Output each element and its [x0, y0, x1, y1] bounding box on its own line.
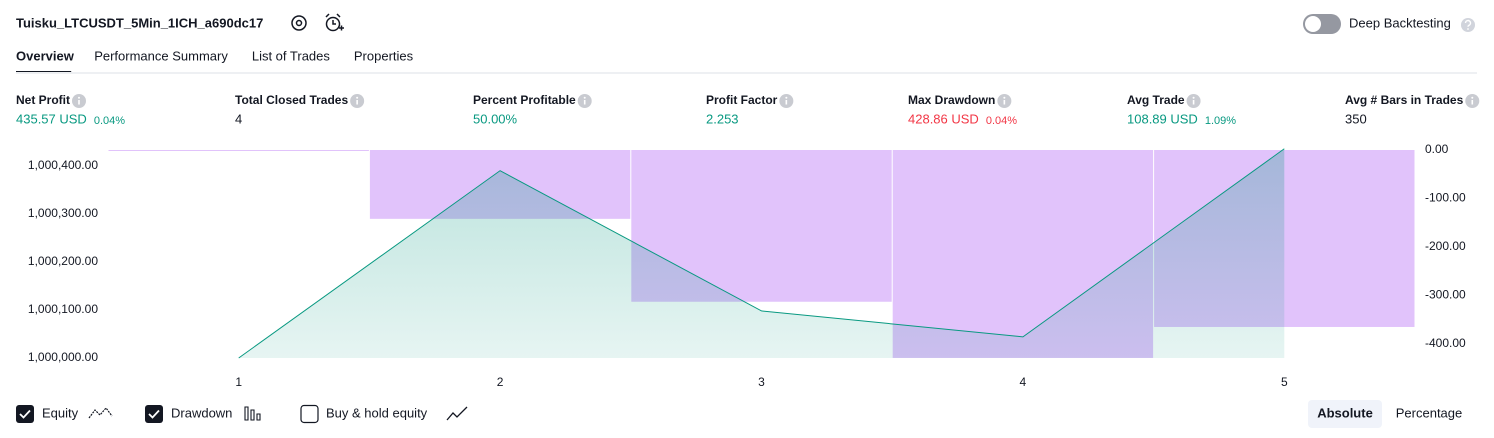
drawdown-icon	[244, 406, 261, 421]
settings-icon[interactable]	[291, 15, 307, 31]
info-icon-glyph	[1003, 100, 1006, 105]
y2-tick-label: -200.00	[1425, 239, 1466, 253]
info-icon-glyph	[356, 100, 358, 105]
metrics: Net Profit 435.57 USD 0.04% Total Closed Tr…	[16, 93, 1480, 127]
metric-label: Percent Profitable	[473, 93, 576, 107]
alert-icon[interactable]	[325, 13, 344, 32]
drawdown-toggle[interactable]	[145, 405, 163, 423]
metric-value: 50.00%	[473, 111, 518, 126]
y2-tick-label: -100.00	[1425, 191, 1466, 205]
info-icon-glyph	[785, 100, 788, 105]
deep-backtesting-label: Deep Backtesting	[1349, 15, 1451, 30]
metric-value: 4	[235, 111, 242, 126]
deep-backtesting-toggle[interactable]	[1303, 14, 1341, 34]
y2-tick-label: -300.00	[1425, 288, 1466, 302]
info-icon-dot	[1192, 96, 1195, 99]
metric-percent: 1.09%	[1205, 115, 1236, 127]
buy-hold-toggle[interactable]	[300, 404, 319, 424]
metric-label: Avg Trade	[1127, 93, 1185, 107]
y-tick-label: 1,000,400.00	[28, 158, 98, 172]
tab-separator	[16, 72, 1477, 74]
metric-label: Avg # Bars in Trades	[1345, 93, 1464, 107]
equity-legend: Equity	[42, 405, 79, 420]
chart: 1,000,000.00 1,000,100.00 1,000,200.00 1,00…	[28, 142, 1466, 389]
x-tick-label: 4	[1020, 375, 1027, 389]
info-icon-dot	[583, 96, 586, 99]
y-tick-label: 1,000,200.00	[28, 254, 98, 268]
metric-percent: 0.04%	[986, 115, 1017, 127]
strategy-title: Tuisku_LTCUSDT_5Min_1ICH_a690dc17	[16, 15, 263, 30]
equity-icon	[88, 407, 113, 419]
equity-line	[238, 148, 1285, 359]
info-icon-glyph	[78, 100, 80, 105]
metric-label: Max Drawdown	[908, 93, 995, 107]
buy-hold-legend: Buy & hold equity	[326, 405, 428, 420]
y-tick-label: 1,000,100.00	[28, 302, 98, 316]
metric-value: 2.253	[706, 111, 739, 126]
metric-label: Profit Factor	[706, 93, 778, 107]
metric-value: 428.86 USD	[908, 111, 979, 126]
absolute-label: Absolute	[1317, 405, 1373, 420]
info-icon-dot	[78, 96, 80, 99]
drawdown-legend: Drawdown	[171, 405, 232, 420]
info-icon-glyph	[1192, 100, 1195, 105]
absolute-button[interactable]	[1308, 400, 1382, 428]
y-tick-label: 1,000,000.00	[28, 350, 98, 364]
tab[interactable]: List of Trades	[252, 48, 331, 63]
tab[interactable]: Performance Summary	[94, 48, 228, 63]
y2-tick-label: -400.00	[1425, 336, 1466, 350]
tab[interactable]: Properties	[354, 48, 414, 63]
help-icon[interactable]	[1461, 18, 1475, 32]
x-tick-label: 3	[758, 375, 765, 389]
info-icon-glyph	[583, 100, 586, 105]
info-icon-dot	[1471, 96, 1474, 99]
tab[interactable]: Overview	[16, 48, 75, 63]
drawdown-bar	[108, 150, 369, 151]
x-tick-label: 5	[1281, 375, 1288, 389]
info-icon-glyph	[1471, 100, 1474, 105]
equity-area	[238, 148, 1285, 358]
info-icon-dot	[356, 96, 359, 99]
percentage-button[interactable]: Percentage	[1396, 405, 1463, 420]
tabs: Overview Performance Summary List of Trade…	[16, 48, 414, 74]
equity-toggle[interactable]	[16, 405, 34, 423]
y-tick-label: 1,000,300.00	[28, 206, 98, 220]
metric-value: 350	[1345, 111, 1367, 126]
y2-tick-label: 0.00	[1425, 142, 1449, 156]
metric-value: 108.89 USD	[1127, 111, 1198, 126]
metric-label: Total Closed Trades	[235, 93, 348, 107]
metric-percent: 0.04%	[94, 115, 125, 127]
buy-hold-icon	[446, 406, 468, 421]
info-icon-dot	[785, 96, 788, 99]
x-tick-label: 1	[235, 375, 242, 389]
metric-value: 435.57 USD	[16, 111, 87, 126]
info-icon-dot	[1003, 96, 1006, 99]
x-tick-label: 2	[497, 375, 504, 389]
metric-label: Net Profit	[16, 93, 70, 107]
